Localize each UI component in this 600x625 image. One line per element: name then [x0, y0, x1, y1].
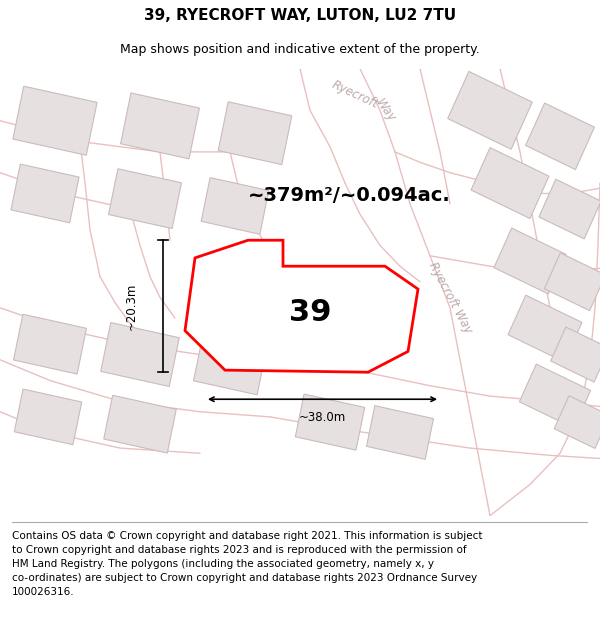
Text: Contains OS data © Crown copyright and database right 2021. This information is : Contains OS data © Crown copyright and d…: [12, 531, 482, 597]
Polygon shape: [544, 253, 600, 311]
Polygon shape: [194, 335, 266, 395]
Polygon shape: [508, 295, 582, 362]
Polygon shape: [185, 240, 418, 372]
Text: ~20.3m: ~20.3m: [125, 282, 137, 330]
Polygon shape: [367, 406, 434, 459]
Polygon shape: [13, 86, 97, 155]
Polygon shape: [554, 396, 600, 449]
Polygon shape: [121, 93, 199, 159]
Text: ~38.0m: ~38.0m: [299, 411, 346, 424]
Polygon shape: [471, 148, 549, 219]
Polygon shape: [520, 364, 590, 428]
Polygon shape: [101, 322, 179, 386]
Text: 39, RYECROFT WAY, LUTON, LU2 7TU: 39, RYECROFT WAY, LUTON, LU2 7TU: [144, 8, 456, 23]
Polygon shape: [539, 179, 600, 239]
Polygon shape: [295, 394, 365, 450]
Polygon shape: [109, 169, 181, 229]
Polygon shape: [448, 71, 532, 149]
Polygon shape: [104, 395, 176, 453]
Polygon shape: [201, 177, 269, 234]
Text: 39: 39: [289, 299, 331, 328]
Polygon shape: [218, 102, 292, 164]
Text: Way: Way: [373, 96, 398, 124]
Polygon shape: [11, 164, 79, 223]
Polygon shape: [494, 228, 566, 294]
Text: ~379m²/~0.094ac.: ~379m²/~0.094ac.: [248, 186, 451, 205]
Polygon shape: [551, 327, 600, 382]
Text: Map shows position and indicative extent of the property.: Map shows position and indicative extent…: [120, 44, 480, 56]
Polygon shape: [14, 389, 82, 445]
Text: Ryecroft Way: Ryecroft Way: [426, 259, 474, 335]
Polygon shape: [526, 103, 595, 169]
Text: Ryecroft: Ryecroft: [330, 78, 380, 111]
Polygon shape: [14, 314, 86, 374]
